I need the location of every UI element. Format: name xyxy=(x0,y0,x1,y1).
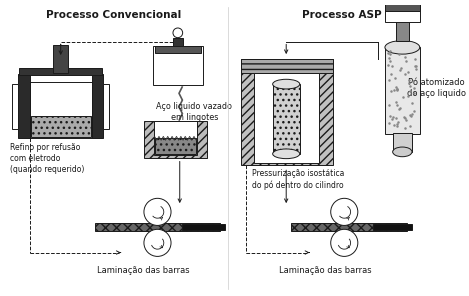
Bar xyxy=(19,68,102,75)
Bar xyxy=(152,46,203,85)
Text: Pressurização isostática
do pó dentro do cilindro: Pressurização isostática do pó dentro do… xyxy=(252,169,345,190)
Circle shape xyxy=(144,198,171,226)
Ellipse shape xyxy=(272,149,300,159)
Ellipse shape xyxy=(385,41,420,54)
Bar xyxy=(241,59,333,73)
Circle shape xyxy=(331,198,358,226)
Text: Aço liquido vazado
em lingotes: Aço liquido vazado em lingotes xyxy=(156,102,232,122)
Ellipse shape xyxy=(272,79,300,89)
Circle shape xyxy=(144,229,171,256)
Text: Laminação das barras: Laminação das barras xyxy=(97,266,189,275)
Bar xyxy=(12,84,18,129)
Bar xyxy=(154,121,197,155)
Bar xyxy=(53,45,68,73)
Bar xyxy=(30,116,91,137)
Bar xyxy=(385,0,420,22)
Bar xyxy=(241,59,333,165)
Bar xyxy=(385,3,420,11)
Bar xyxy=(393,133,412,152)
Text: Processo Convencional: Processo Convencional xyxy=(46,9,182,20)
Text: Pó atomizado
do aço liquido: Pó atomizado do aço liquido xyxy=(407,78,466,98)
Bar xyxy=(155,46,201,53)
Bar xyxy=(91,75,103,138)
Text: Processo ASP: Processo ASP xyxy=(302,9,381,20)
Bar xyxy=(182,224,225,230)
Bar xyxy=(155,138,196,154)
Bar xyxy=(103,84,109,129)
Ellipse shape xyxy=(393,147,412,157)
Bar xyxy=(291,223,407,231)
Bar xyxy=(373,224,412,230)
Bar xyxy=(254,73,319,163)
Bar xyxy=(18,75,30,138)
Bar xyxy=(144,121,207,158)
Text: Laminação das barras: Laminação das barras xyxy=(279,266,371,275)
Bar xyxy=(395,21,409,41)
Circle shape xyxy=(173,28,182,38)
Bar xyxy=(385,47,420,134)
Bar xyxy=(272,84,300,154)
Bar xyxy=(95,223,220,231)
Circle shape xyxy=(331,229,358,256)
Bar xyxy=(30,82,91,138)
Bar xyxy=(173,38,182,46)
Text: Refino por refusão
com eletrodo
(quando requerido): Refino por refusão com eletrodo (quando … xyxy=(10,143,85,174)
